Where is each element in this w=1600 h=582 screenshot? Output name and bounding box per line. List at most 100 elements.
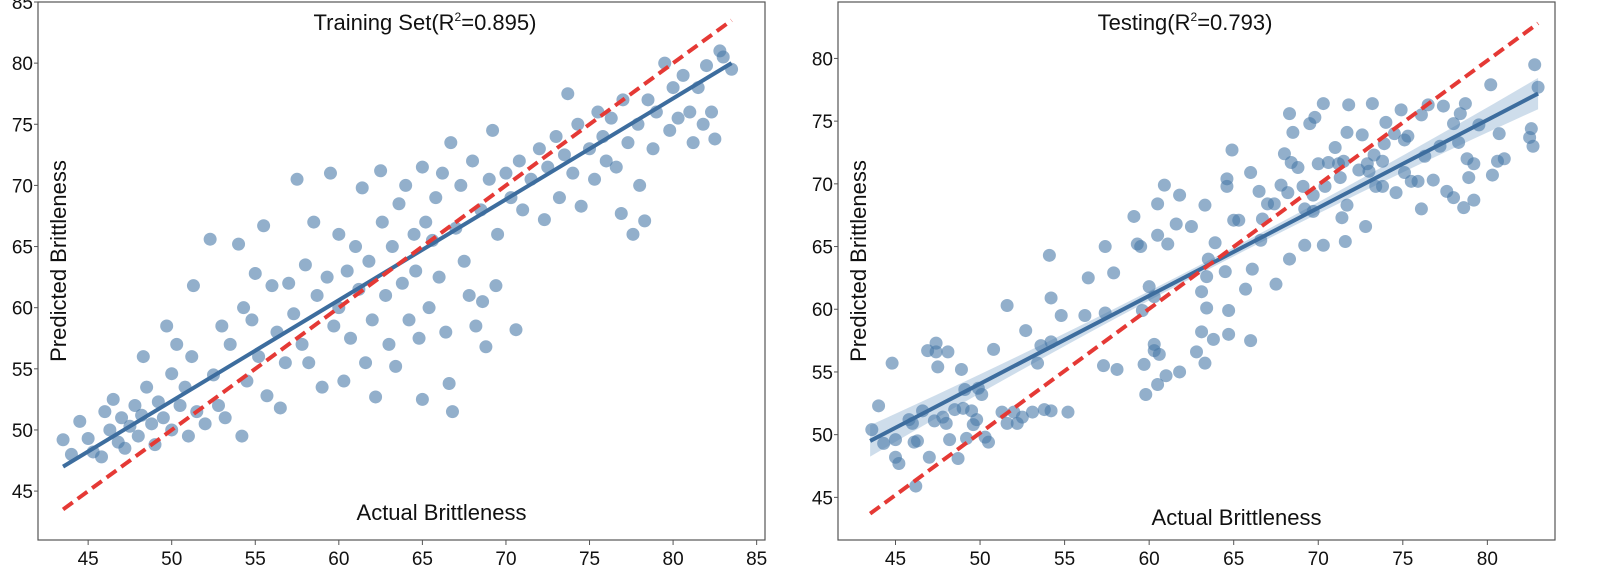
data-point [1426, 173, 1440, 187]
data-point [479, 340, 493, 354]
data-point [340, 264, 354, 278]
data-point [310, 288, 324, 302]
y-tick-label: 60 [12, 299, 33, 320]
data-point [1335, 211, 1349, 225]
data-point [73, 414, 87, 428]
data-point [185, 350, 199, 364]
data-point [1447, 117, 1461, 131]
data-point [1298, 238, 1312, 252]
data-point [975, 388, 989, 402]
data-point [1277, 147, 1291, 161]
data-point [118, 441, 132, 455]
data-point [466, 154, 480, 168]
data-point [395, 276, 409, 290]
data-point [359, 356, 373, 370]
data-point [1161, 237, 1175, 251]
x-tick-label: 80 [663, 549, 684, 570]
data-point [106, 392, 120, 406]
y-tick-label: 55 [812, 363, 833, 384]
data-point [415, 392, 429, 406]
data-point [1376, 154, 1390, 168]
data-point [374, 164, 388, 178]
data-point [1151, 228, 1165, 242]
data-point [1359, 219, 1373, 233]
data-point [1169, 217, 1183, 231]
data-point [1267, 197, 1281, 211]
data-point [145, 417, 159, 431]
y-tick-label: 55 [12, 360, 33, 381]
data-point [1328, 140, 1342, 154]
data-point [931, 360, 945, 374]
data-point [198, 417, 212, 431]
data-point [1389, 186, 1403, 200]
data-point [1142, 280, 1156, 294]
data-point [469, 319, 483, 333]
data-point [392, 197, 406, 211]
data-point [1147, 337, 1161, 351]
data-point [1195, 325, 1209, 339]
data-point [1531, 80, 1545, 94]
data-point [173, 399, 187, 412]
data-point [1485, 168, 1499, 182]
data-point [1484, 78, 1498, 92]
data-point [1411, 174, 1425, 188]
data-point [1291, 161, 1305, 175]
data-point [954, 362, 968, 376]
data-point [315, 380, 329, 394]
data-point [516, 203, 530, 217]
x-tick-label: 80 [1477, 549, 1498, 570]
data-point [939, 416, 953, 430]
data-point [909, 479, 923, 493]
data-point [422, 301, 436, 315]
data-point [489, 279, 503, 293]
data-point [56, 433, 70, 447]
data-point [1054, 309, 1068, 323]
title-text: Testing(R [1098, 10, 1191, 35]
x-tick-label: 50 [161, 549, 182, 570]
data-point [1447, 191, 1461, 205]
data-point [970, 413, 984, 427]
plot-frame [37, 1, 766, 541]
data-point [1206, 332, 1220, 346]
data-point [1042, 248, 1056, 262]
data-point [571, 117, 585, 131]
data-point [1225, 143, 1239, 157]
data-point [1078, 309, 1092, 323]
data-point [382, 337, 396, 351]
data-point [1173, 188, 1187, 202]
data-point [1281, 186, 1295, 200]
title-text-tail: =0.793) [1197, 10, 1272, 35]
data-point [432, 270, 446, 284]
data-point [872, 399, 886, 413]
data-point [355, 181, 369, 195]
x-tick-label: 75 [579, 549, 600, 570]
chart-title: Training Set(R2=0.895) [314, 10, 537, 35]
data-point [922, 450, 936, 464]
data-point [203, 232, 217, 246]
data-point [131, 429, 145, 443]
data-point [987, 342, 1001, 356]
y-tick-label: 50 [12, 421, 33, 442]
data-point [1127, 209, 1141, 223]
data-point [211, 399, 225, 412]
data-point [588, 172, 602, 186]
data-point [1526, 139, 1540, 153]
data-point [1190, 345, 1203, 359]
x-tick-label: 70 [495, 549, 516, 570]
data-point [1222, 327, 1236, 341]
data-point [445, 405, 459, 419]
title-superscript: 2 [455, 10, 462, 24]
data-point [344, 331, 358, 345]
data-point [332, 227, 346, 241]
data-point [1198, 198, 1212, 212]
data-point [252, 350, 266, 364]
data-point [81, 432, 95, 446]
data-point [1394, 103, 1408, 117]
data-point [537, 213, 551, 227]
data-point [1000, 416, 1014, 430]
data-point [633, 178, 647, 192]
data-point [638, 214, 652, 228]
data-point [1195, 285, 1209, 299]
data-point [671, 111, 685, 125]
data-point [1528, 58, 1542, 72]
